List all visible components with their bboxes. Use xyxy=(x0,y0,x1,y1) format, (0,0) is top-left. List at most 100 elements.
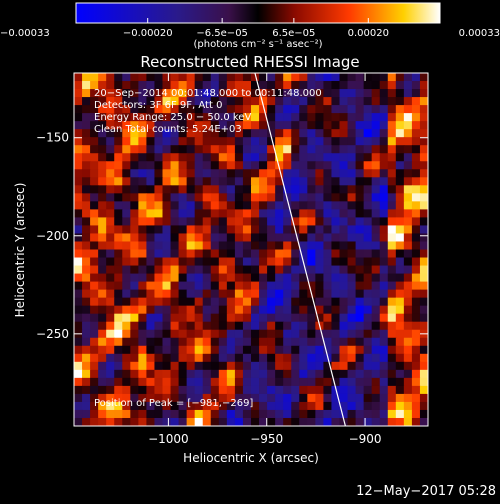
heatmap-cell xyxy=(90,401,99,411)
heatmap-cell xyxy=(395,329,405,339)
heatmap-cell xyxy=(130,113,139,122)
heatmap-cell xyxy=(178,281,188,291)
heatmap-cell xyxy=(379,185,389,194)
heatmap-cell xyxy=(106,73,115,82)
heatmap-cell xyxy=(98,121,107,130)
heatmap-cell xyxy=(210,81,220,90)
heatmap-cell xyxy=(267,97,276,106)
heatmap-cell xyxy=(275,217,284,227)
heatmap-cell xyxy=(162,249,172,259)
heatmap-cell xyxy=(186,105,196,114)
heatmap-cell xyxy=(226,417,236,426)
heatmap-cell xyxy=(291,209,300,219)
heatmap-cell xyxy=(178,249,188,259)
heatmap-cell xyxy=(194,97,204,106)
heatmap-cell xyxy=(387,329,397,339)
heatmap-cell xyxy=(162,305,172,315)
heatmap-cell xyxy=(170,233,180,243)
heatmap-cell xyxy=(267,321,276,331)
heatmap-cell xyxy=(90,73,99,82)
heatmap-cell xyxy=(395,81,405,90)
heatmap-cell xyxy=(355,97,365,106)
heatmap-cell xyxy=(251,185,260,194)
heatmap-cell xyxy=(138,297,148,307)
heatmap-cell xyxy=(74,321,83,331)
heatmap-cell xyxy=(307,313,316,323)
heatmap-cell xyxy=(259,337,268,347)
heatmap-cell xyxy=(331,353,341,363)
heatmap-cell xyxy=(98,273,107,283)
heatmap-cell xyxy=(170,169,180,178)
heatmap-cell xyxy=(315,201,325,210)
heatmap-cell xyxy=(122,385,131,395)
heatmap-cell xyxy=(403,185,413,194)
heatmap-cell xyxy=(339,321,349,331)
heatmap-cell xyxy=(299,369,308,379)
heatmap-cell xyxy=(202,145,212,154)
heatmap-cell xyxy=(411,153,421,162)
heatmap-cell xyxy=(419,265,428,275)
heatmap-cell xyxy=(242,169,252,178)
heatmap-cell xyxy=(371,81,381,90)
heatmap-cell xyxy=(218,417,228,426)
heatmap-cell xyxy=(371,121,381,130)
heatmap-cell xyxy=(419,241,428,251)
heatmap-cell xyxy=(379,209,389,219)
heatmap-cell xyxy=(138,145,148,154)
heatmap-cell xyxy=(82,201,91,210)
heatmap-cell xyxy=(210,129,220,138)
heatmap-cell xyxy=(347,225,357,235)
heatmap-cell xyxy=(194,369,204,379)
heatmap-cell xyxy=(419,345,428,355)
heatmap-cell xyxy=(170,305,180,315)
heatmap-cell xyxy=(283,233,292,243)
heatmap-cell xyxy=(90,137,99,146)
heatmap-cell xyxy=(146,81,156,90)
heatmap-cell xyxy=(411,137,421,146)
heatmap-cell xyxy=(98,329,107,339)
heatmap-cell xyxy=(90,193,99,202)
heatmap-cell xyxy=(339,353,349,363)
heatmap-cell xyxy=(210,161,220,170)
heatmap-cell xyxy=(130,305,139,315)
heatmap-cell xyxy=(363,409,373,419)
heatmap-cell xyxy=(210,185,220,194)
heatmap-cell xyxy=(315,241,325,251)
heatmap-cell xyxy=(114,177,123,186)
heatmap-cell xyxy=(90,257,99,267)
heatmap-cell xyxy=(90,225,99,235)
heatmap-cell xyxy=(251,281,260,291)
annotation-line: 20−Sep−2014 00:01:48.000 to 00:11:48.000 xyxy=(94,88,322,99)
heatmap-cell xyxy=(74,313,83,323)
heatmap-cell xyxy=(82,161,91,170)
heatmap-cell xyxy=(210,321,220,331)
heatmap-cell xyxy=(283,185,292,194)
heatmap-cell xyxy=(178,345,188,355)
heatmap-cell xyxy=(138,401,148,411)
heatmap-cell xyxy=(371,145,381,154)
heatmap-cell xyxy=(315,345,325,355)
heatmap-cell xyxy=(323,201,333,210)
heatmap-cell xyxy=(411,177,421,186)
heatmap-cell xyxy=(242,353,252,363)
heatmap-cell xyxy=(395,305,405,315)
heatmap-cell xyxy=(170,249,180,259)
heatmap-cell xyxy=(138,81,148,90)
heatmap-cell xyxy=(267,161,276,170)
heatmap-cell xyxy=(130,161,139,170)
heatmap-cell xyxy=(379,177,389,186)
heatmap-cell xyxy=(283,305,292,315)
heatmap-cell xyxy=(234,113,244,122)
heatmap-cell xyxy=(355,233,365,243)
heatmap-cell xyxy=(379,145,389,154)
heatmap-cell xyxy=(283,81,292,90)
heatmap-cell xyxy=(82,137,91,146)
heatmap-cell xyxy=(82,153,91,162)
heatmap-cell xyxy=(419,113,428,122)
heatmap-cell xyxy=(395,353,405,363)
heatmap-cell xyxy=(299,353,308,363)
heatmap-cell xyxy=(275,137,284,146)
heatmap-cell xyxy=(267,417,276,426)
heatmap-cell xyxy=(283,361,292,371)
heatmap-cell xyxy=(226,161,236,170)
